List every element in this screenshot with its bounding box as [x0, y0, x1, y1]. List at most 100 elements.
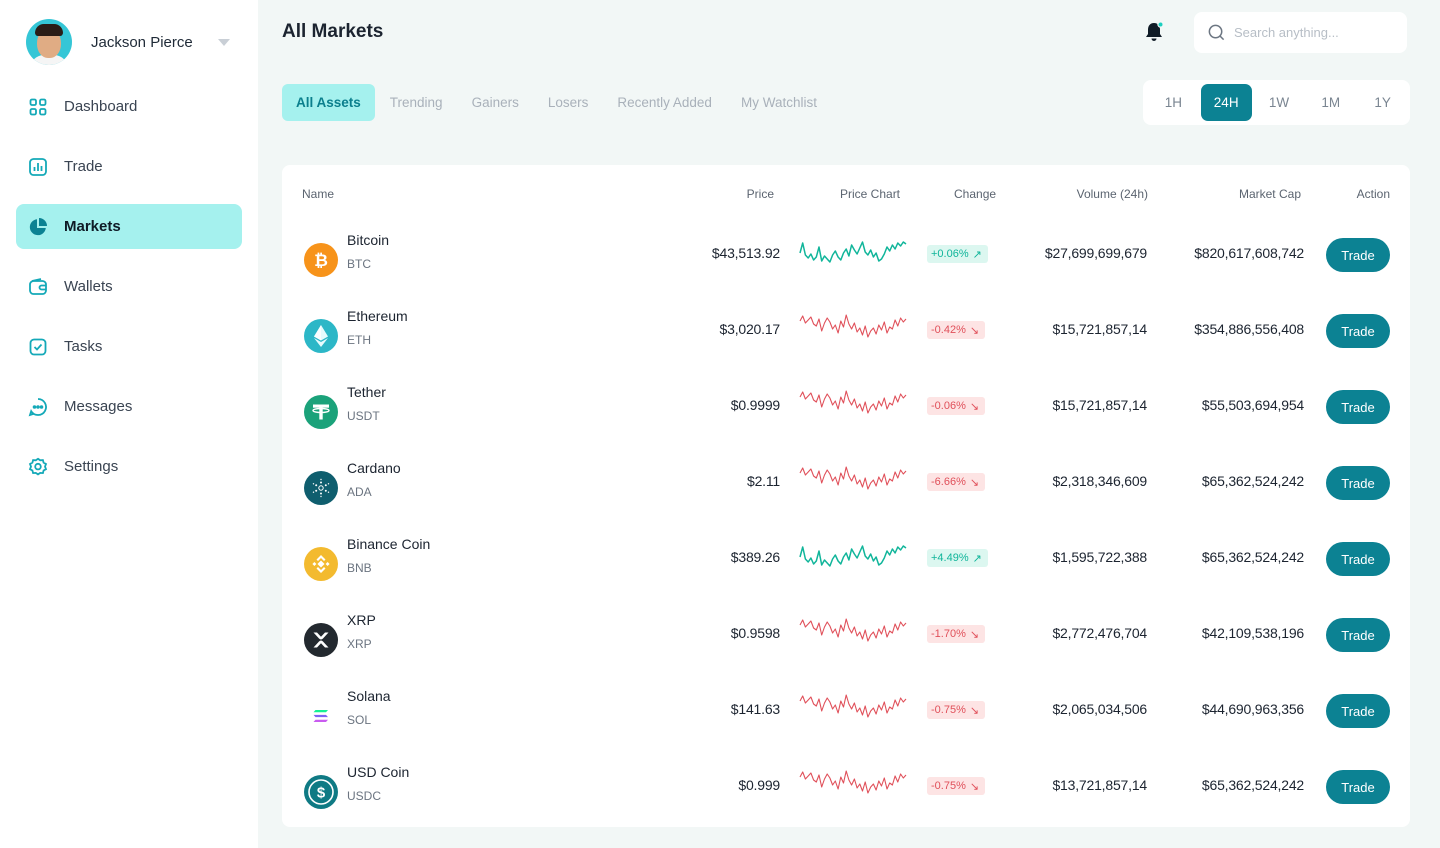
cardano-icon — [304, 471, 338, 505]
change-badge: -0.75% ↘ — [927, 701, 986, 719]
sidebar-item-label: Messages — [64, 398, 133, 415]
sidebar: Jackson Pierce Dashboard Trade Markets — [0, 0, 258, 848]
column-header-change[interactable]: Change — [954, 187, 997, 201]
sidebar-item-wallets[interactable]: Wallets — [16, 264, 242, 309]
sidebar-item-label: Dashboard — [64, 98, 138, 115]
coin-name[interactable]: USD Coin — [347, 764, 410, 780]
trade-button[interactable]: Trade — [1326, 238, 1390, 272]
timeframe-24h[interactable]: 24H — [1200, 84, 1252, 121]
sidebar-item-label: Markets — [64, 218, 121, 235]
chevron-down-icon[interactable] — [218, 38, 230, 46]
tab-trending[interactable]: Trending — [389, 95, 443, 110]
table-row[interactable]: Cardano ADA $2.11 -6.66% ↘ $2,318,346,609 $65,… — [282, 447, 1410, 523]
change-value: -6.66% — [931, 476, 966, 488]
trade-button[interactable]: Trade — [1326, 390, 1390, 424]
page-title: All Markets — [282, 21, 384, 42]
coin-name[interactable]: Solana — [347, 688, 391, 704]
arrow-up-right-icon: ↗ — [972, 552, 982, 565]
price-sparkline — [799, 466, 907, 490]
coin-name[interactable]: XRP — [347, 612, 376, 628]
tab-losers[interactable]: Losers — [547, 95, 589, 110]
trade-button[interactable]: Trade — [1326, 770, 1390, 804]
arrow-down-right-icon: ↘ — [969, 628, 980, 641]
tab-recently-added[interactable]: Recently Added — [617, 95, 712, 110]
table-row[interactable]: XRP XRP $0.9598 -1.70% ↘ $2,772,476,704 $42,10… — [282, 599, 1410, 675]
coin-name[interactable]: Binance Coin — [347, 536, 431, 552]
timeframe-1m[interactable]: 1M — [1321, 95, 1341, 110]
column-header-price-chart: Price Chart — [840, 187, 901, 201]
trade-button[interactable]: Trade — [1326, 314, 1390, 348]
user-profile[interactable]: Jackson Pierce — [26, 19, 238, 65]
trade-button[interactable]: Trade — [1326, 694, 1390, 728]
coin-name[interactable]: Ethereum — [347, 308, 408, 324]
arrow-down-right-icon: ↘ — [969, 704, 980, 717]
table-row[interactable]: ₿ Bitcoin BTC $43,513.92 +0.06% ↗ $27,699,699,… — [282, 219, 1410, 295]
trade-button[interactable]: Trade — [1326, 618, 1390, 652]
coin-market-cap: $42,109,538,196 — [1201, 625, 1304, 641]
column-header-name[interactable]: Name — [302, 187, 335, 201]
coin-name[interactable]: Bitcoin — [347, 232, 390, 248]
coin-name[interactable]: Cardano — [347, 460, 401, 476]
trade-button[interactable]: Trade — [1326, 542, 1390, 576]
change-value: -1.70% — [931, 628, 966, 640]
coin-symbol: SOL — [347, 713, 372, 727]
bell-icon[interactable] — [1142, 20, 1166, 44]
chat-icon — [28, 397, 47, 416]
arrow-down-right-icon: ↘ — [969, 324, 980, 337]
trade-button[interactable]: Trade — [1326, 466, 1390, 500]
tab-gainers[interactable]: Gainers — [471, 95, 519, 110]
user-name: Jackson Pierce — [91, 33, 193, 51]
coin-volume: $2,065,034,506 — [1052, 701, 1147, 717]
coin-volume: $1,595,722,388 — [1052, 549, 1147, 565]
tab-all-assets[interactable]: All Assets — [282, 84, 375, 121]
sidebar-item-dashboard[interactable]: Dashboard — [16, 84, 242, 129]
column-header-price[interactable]: Price — [746, 187, 774, 201]
timeframe-selector: 1H 24H 1W 1M 1Y — [1143, 80, 1410, 125]
table-row[interactable]: Solana SOL $141.63 -0.75% ↘ $2,065,034,506 $44… — [282, 675, 1410, 751]
coin-market-cap: $820,617,608,742 — [1194, 245, 1304, 261]
coin-market-cap: $65,362,524,242 — [1201, 549, 1304, 565]
coin-volume: $15,721,857,14 — [1052, 397, 1147, 413]
change-badge: -0.06% ↘ — [927, 397, 986, 415]
tab-my-watchlist[interactable]: My Watchlist — [740, 95, 817, 110]
table-row[interactable]: Tether USDT $0.9999 -0.06% ↘ $15,721,857,14 $5… — [282, 371, 1410, 447]
table-row[interactable]: Binance Coin BNB $389.26 +4.49% ↗ $1,595,722,… — [282, 523, 1410, 599]
change-value: -0.75% — [931, 780, 966, 792]
tether-icon — [304, 395, 338, 429]
wallet-icon — [29, 277, 47, 295]
price-sparkline — [799, 618, 907, 642]
change-value: +0.06% — [931, 248, 969, 260]
search-input[interactable] — [1234, 25, 1394, 40]
coin-market-cap: $354,886,556,408 — [1194, 321, 1304, 337]
sidebar-nav: Dashboard Trade Markets Wallets Tas — [16, 84, 242, 504]
timeframe-1w[interactable]: 1W — [1268, 95, 1290, 110]
sidebar-item-label: Tasks — [64, 338, 103, 355]
sidebar-item-messages[interactable]: Messages — [16, 384, 242, 429]
pie-chart-icon — [29, 217, 47, 235]
sidebar-item-tasks[interactable]: Tasks — [16, 324, 242, 369]
sidebar-item-markets[interactable]: Markets — [16, 204, 242, 249]
price-sparkline — [799, 770, 907, 794]
sidebar-item-trade[interactable]: Trade — [16, 144, 242, 189]
search-box[interactable] — [1194, 12, 1407, 53]
xrp-icon — [304, 623, 338, 657]
change-badge: +0.06% ↗ — [927, 245, 988, 263]
grid-icon — [29, 98, 47, 115]
column-header-volume[interactable]: Volume (24h) — [1076, 187, 1148, 201]
sidebar-item-settings[interactable]: Settings — [16, 444, 242, 489]
timeframe-1h[interactable]: 1H — [1164, 95, 1183, 110]
coin-name[interactable]: Tether — [347, 384, 386, 400]
price-sparkline — [799, 390, 907, 414]
coin-price: $141.63 — [730, 701, 780, 717]
change-value: -0.42% — [931, 324, 966, 336]
table-row[interactable]: $ USD Coin USDC $0.999 -0.75% ↘ $13,721,857,14… — [282, 751, 1410, 827]
timeframe-1y[interactable]: 1Y — [1374, 95, 1391, 110]
binance-icon — [304, 547, 338, 581]
coin-price: $3,020.17 — [719, 321, 781, 337]
table-row[interactable]: Ethereum ETH $3,020.17 -0.42% ↘ $15,721,857,1… — [282, 295, 1410, 371]
coin-volume: $27,699,699,679 — [1044, 245, 1147, 261]
column-header-market-cap[interactable]: Market Cap — [1238, 187, 1301, 201]
sidebar-item-label: Wallets — [64, 278, 113, 295]
coin-symbol: ADA — [347, 485, 372, 499]
arrow-down-right-icon: ↘ — [969, 400, 980, 413]
